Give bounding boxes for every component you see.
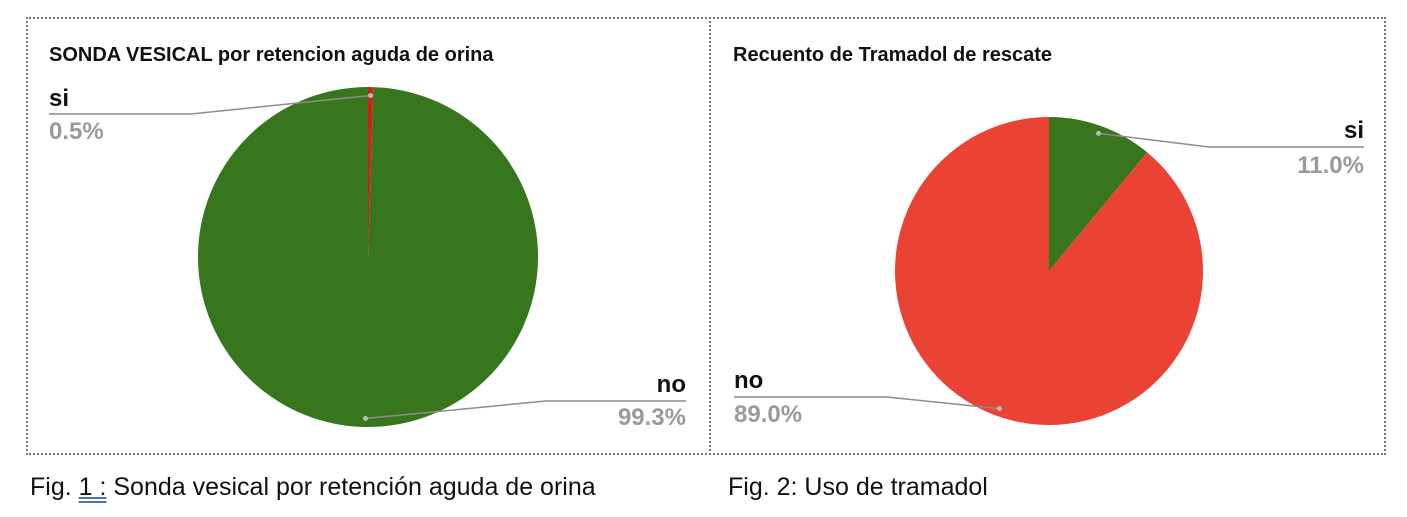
leader-line-no — [734, 396, 1000, 410]
figure-caption-1: Fig. 1 : Sonda vesical por retención agu… — [30, 473, 596, 502]
pie-chart-tramadol: Recuento de Tramadol de rescate si 11.0%… — [712, 19, 1384, 453]
chart-title: SONDA VESICAL por retencion aguda de ori… — [49, 44, 494, 66]
slice-label-si: si — [49, 85, 70, 112]
pie-slice-si — [1049, 117, 1148, 271]
leader-dot-si — [368, 93, 374, 99]
slice-label-si: si — [1343, 117, 1364, 144]
leader-dot-no — [996, 406, 1002, 412]
slice-percent-no: 99.3% — [617, 404, 686, 431]
pie-svg-2 — [734, 117, 1364, 425]
caption-text: Sonda vesical por retención aguda de ori… — [106, 473, 596, 501]
slice-percent-no: 89.0% — [734, 401, 803, 428]
pie-slice-no — [895, 117, 1203, 425]
chart-title: Recuento de Tramadol de rescate — [733, 44, 1053, 66]
caption-number: 1 : — [78, 473, 107, 501]
pie-chart-sonda-vesical: SONDA VESICAL por retencion aguda de ori… — [28, 19, 708, 453]
pie-slice-si — [368, 87, 374, 257]
slice-label-no: no — [656, 371, 686, 398]
leader-line-no — [365, 400, 686, 420]
slice-percent-si: 11.0% — [1297, 152, 1364, 179]
pie-slice-no — [198, 87, 539, 427]
leader-line-si — [49, 94, 371, 115]
figure-caption-2: Fig. 2: Uso de tramadol — [728, 473, 988, 501]
pie-svg-1 — [49, 87, 686, 427]
caption-prefix: Fig. — [30, 473, 79, 501]
figure-frame — [26, 17, 1386, 455]
leader-dot-no — [362, 415, 368, 421]
leader-line-si — [1098, 132, 1364, 148]
slice-percent-si: 0.5% — [49, 118, 104, 145]
slice-label-no: no — [734, 367, 764, 394]
panel-divider — [709, 17, 711, 455]
leader-dot-si — [1096, 130, 1102, 136]
